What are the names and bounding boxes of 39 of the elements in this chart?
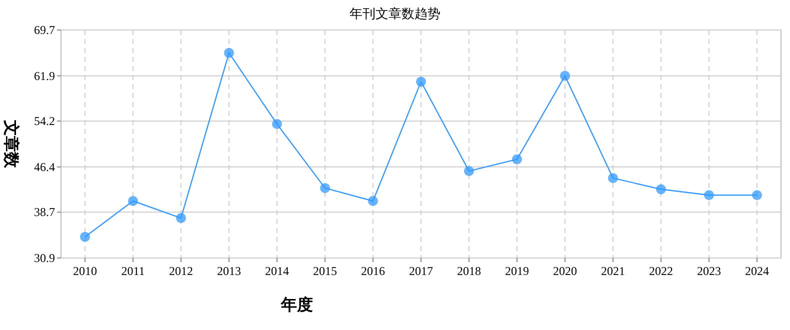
point — [608, 173, 618, 184]
x-tick-label: 2015 — [313, 264, 337, 278]
x-tick-label: 2022 — [649, 264, 673, 278]
y-tick-label: 69.7 — [34, 23, 55, 37]
x-tick-label: 2014 — [265, 264, 289, 278]
x-tick-label: 2019 — [505, 264, 529, 278]
x-tick-label: 2010 — [73, 264, 97, 278]
x-tick-label: 2012 — [169, 264, 193, 278]
x-tick-label: 2016 — [361, 264, 385, 278]
y-tick-label: 54.2 — [34, 114, 55, 128]
y-tick-label: 38.7 — [34, 205, 55, 220]
point — [416, 76, 426, 87]
point — [128, 196, 138, 206]
point — [272, 119, 282, 130]
point — [560, 70, 570, 81]
point — [752, 190, 762, 200]
point — [80, 232, 90, 242]
x-tick-label: 2011 — [121, 264, 145, 278]
point — [512, 154, 522, 164]
y-tick-label: 30.9 — [34, 251, 55, 265]
point — [368, 196, 378, 206]
point — [320, 183, 330, 194]
x-tick-label: 2020 — [553, 264, 577, 278]
x-tick-label: 2013 — [217, 264, 241, 278]
x-tick-label: 2018 — [457, 264, 481, 278]
x-axis-title: 年度 — [280, 295, 313, 314]
point — [224, 48, 234, 58]
x-tick-label: 2021 — [601, 264, 625, 278]
chart-title: 年刊文章数趋势 — [350, 6, 440, 21]
x-tick-label: 2024 — [745, 264, 769, 278]
point — [464, 166, 474, 176]
point — [704, 190, 714, 200]
point — [176, 213, 186, 224]
x-tick-label: 2023 — [697, 264, 721, 278]
y-tick-label: 61.9 — [34, 68, 55, 83]
y-tick-label: 46.4 — [34, 160, 55, 174]
point — [656, 184, 666, 194]
x-tick-label: 2017 — [409, 264, 433, 278]
y-axis-title: 文章数 — [2, 119, 20, 169]
